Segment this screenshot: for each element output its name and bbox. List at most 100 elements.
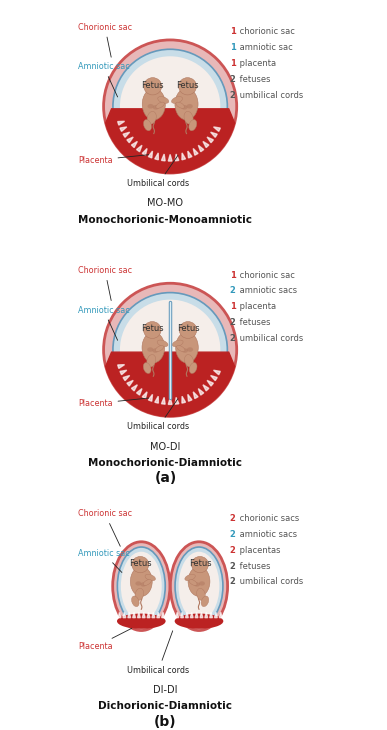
Ellipse shape bbox=[142, 88, 165, 120]
Ellipse shape bbox=[182, 348, 188, 353]
Polygon shape bbox=[205, 612, 208, 618]
Text: Amniotic sac: Amniotic sac bbox=[78, 549, 130, 572]
Text: Chorionic sac: Chorionic sac bbox=[78, 266, 132, 301]
Ellipse shape bbox=[135, 581, 141, 585]
Ellipse shape bbox=[147, 112, 156, 124]
Polygon shape bbox=[147, 612, 150, 618]
Polygon shape bbox=[185, 612, 188, 618]
Circle shape bbox=[113, 293, 228, 407]
Text: MO-DI: MO-DI bbox=[150, 442, 181, 452]
Polygon shape bbox=[106, 109, 235, 173]
Ellipse shape bbox=[189, 580, 197, 585]
Text: DI-DI: DI-DI bbox=[153, 685, 178, 695]
Polygon shape bbox=[193, 392, 198, 399]
Text: umbilical cords: umbilical cords bbox=[237, 577, 304, 586]
Text: (a): (a) bbox=[154, 472, 176, 485]
Ellipse shape bbox=[145, 575, 156, 581]
Ellipse shape bbox=[158, 96, 169, 104]
Ellipse shape bbox=[176, 102, 185, 108]
Text: Monochorionic-Diamniotic: Monochorionic-Diamniotic bbox=[89, 458, 243, 468]
Ellipse shape bbox=[156, 102, 164, 108]
Ellipse shape bbox=[117, 547, 165, 626]
Polygon shape bbox=[198, 145, 204, 152]
Ellipse shape bbox=[194, 583, 200, 587]
Ellipse shape bbox=[143, 580, 151, 585]
Text: Fetus: Fetus bbox=[141, 325, 164, 334]
Text: amniotic sacs: amniotic sacs bbox=[237, 286, 298, 296]
Ellipse shape bbox=[181, 105, 188, 110]
Ellipse shape bbox=[188, 566, 210, 596]
Text: 2: 2 bbox=[229, 75, 236, 84]
Polygon shape bbox=[175, 154, 179, 161]
Ellipse shape bbox=[176, 332, 198, 363]
Text: Placenta: Placenta bbox=[78, 629, 132, 651]
Ellipse shape bbox=[192, 556, 209, 573]
Polygon shape bbox=[195, 612, 198, 618]
Polygon shape bbox=[148, 151, 152, 158]
Ellipse shape bbox=[189, 363, 197, 374]
Text: Fetus: Fetus bbox=[189, 559, 211, 568]
Polygon shape bbox=[175, 397, 179, 404]
Ellipse shape bbox=[170, 542, 228, 631]
Polygon shape bbox=[155, 396, 158, 403]
Polygon shape bbox=[168, 155, 172, 161]
Text: Fetus: Fetus bbox=[176, 81, 199, 90]
Polygon shape bbox=[128, 612, 131, 618]
Ellipse shape bbox=[147, 104, 154, 109]
Circle shape bbox=[120, 56, 220, 157]
Polygon shape bbox=[142, 612, 145, 618]
Polygon shape bbox=[200, 612, 203, 618]
Text: 2: 2 bbox=[229, 577, 236, 586]
Polygon shape bbox=[161, 397, 165, 404]
Polygon shape bbox=[137, 612, 140, 618]
Polygon shape bbox=[137, 145, 142, 152]
Text: Placenta: Placenta bbox=[78, 155, 149, 165]
Text: Chorionic sac: Chorionic sac bbox=[78, 23, 132, 57]
Ellipse shape bbox=[199, 581, 205, 585]
Polygon shape bbox=[162, 612, 164, 618]
Text: 1: 1 bbox=[229, 43, 236, 52]
Text: MO-MO: MO-MO bbox=[147, 199, 183, 208]
Text: Fetus: Fetus bbox=[129, 559, 152, 568]
Ellipse shape bbox=[175, 547, 223, 626]
Ellipse shape bbox=[117, 614, 166, 629]
Ellipse shape bbox=[185, 575, 195, 581]
Ellipse shape bbox=[179, 77, 197, 95]
Polygon shape bbox=[182, 153, 185, 160]
Polygon shape bbox=[127, 137, 133, 143]
Ellipse shape bbox=[185, 355, 194, 367]
Polygon shape bbox=[123, 132, 130, 137]
Ellipse shape bbox=[132, 556, 149, 573]
Polygon shape bbox=[118, 121, 125, 125]
Polygon shape bbox=[142, 392, 147, 399]
Text: 1: 1 bbox=[229, 27, 236, 36]
Text: 1: 1 bbox=[229, 302, 236, 312]
Polygon shape bbox=[182, 396, 185, 403]
Text: 1: 1 bbox=[229, 59, 236, 68]
Ellipse shape bbox=[135, 588, 144, 600]
Ellipse shape bbox=[144, 120, 151, 131]
Polygon shape bbox=[161, 154, 165, 161]
Ellipse shape bbox=[172, 340, 183, 347]
Ellipse shape bbox=[130, 566, 152, 596]
Text: placentas: placentas bbox=[237, 546, 281, 555]
Polygon shape bbox=[132, 385, 137, 391]
Ellipse shape bbox=[176, 345, 185, 352]
Text: umbilical cords: umbilical cords bbox=[237, 91, 304, 100]
Polygon shape bbox=[176, 612, 179, 618]
Text: chorionic sacs: chorionic sacs bbox=[237, 514, 300, 523]
Text: amniotic sac: amniotic sac bbox=[237, 43, 293, 52]
Polygon shape bbox=[210, 612, 212, 618]
Polygon shape bbox=[142, 148, 147, 155]
Text: umbilical cords: umbilical cords bbox=[237, 334, 304, 343]
Ellipse shape bbox=[201, 596, 209, 607]
Ellipse shape bbox=[179, 322, 197, 339]
Polygon shape bbox=[132, 142, 137, 147]
Ellipse shape bbox=[147, 355, 156, 367]
Ellipse shape bbox=[187, 104, 193, 109]
Polygon shape bbox=[168, 398, 172, 404]
Text: placenta: placenta bbox=[237, 59, 277, 68]
Ellipse shape bbox=[140, 583, 146, 587]
Text: Umbilical cords: Umbilical cords bbox=[127, 399, 190, 431]
Text: Fetus: Fetus bbox=[177, 325, 199, 334]
